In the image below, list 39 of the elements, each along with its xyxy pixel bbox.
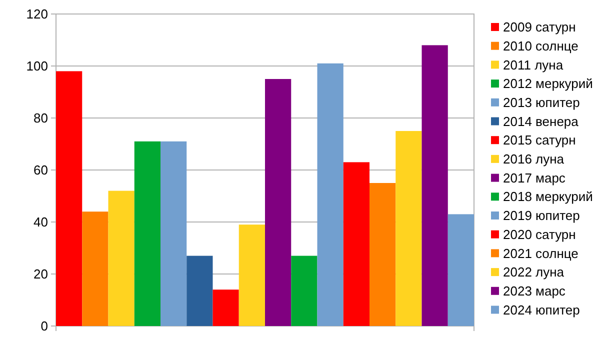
bar (396, 131, 422, 326)
legend-label: 2021 солнце (503, 246, 578, 261)
legend-label: 2015 сатурн (503, 132, 576, 148)
y-tick-label: 60 (34, 162, 48, 178)
bar (265, 79, 292, 326)
legend-label: 2018 меркурий (503, 189, 593, 204)
bar (82, 212, 108, 326)
legend-label: 2013 юпитер (503, 94, 580, 110)
legend-label: 2009 сатурн (503, 20, 576, 35)
bar (422, 45, 448, 326)
y-tick-label: 80 (34, 110, 48, 126)
bar (291, 256, 318, 326)
bar (343, 162, 370, 326)
y-tick-label: 20 (34, 266, 48, 282)
y-tick-label: 100 (26, 58, 48, 74)
y-tick-label: 40 (34, 214, 48, 230)
legend-label: 2010 солнце (503, 38, 578, 54)
bar (160, 141, 187, 326)
bar (448, 214, 474, 326)
bar (56, 71, 82, 326)
legend-label: 2024 юпитер (503, 302, 580, 318)
legend-label: 2019 юпитер (503, 208, 580, 224)
legend-label: 2017 марс (503, 170, 566, 186)
y-tick-label: 0 (40, 318, 48, 334)
bar (370, 183, 396, 326)
bar (317, 63, 344, 326)
legend-label: 2011 луна (503, 57, 564, 72)
bar (134, 141, 160, 326)
legend-label: 2012 меркурий (503, 76, 593, 92)
legend-label: 2020 сатурн (503, 226, 576, 242)
legend-label: 2016 луна (503, 152, 565, 166)
legend-label: 2022 луна (503, 264, 565, 280)
bar (238, 224, 265, 326)
y-tick-label: 120 (26, 6, 48, 22)
legend-label: 2014 венера (503, 114, 580, 129)
bar (108, 190, 134, 326)
bar (186, 256, 213, 326)
bar (212, 290, 239, 326)
legend-label: 2023 марс (503, 283, 566, 298)
